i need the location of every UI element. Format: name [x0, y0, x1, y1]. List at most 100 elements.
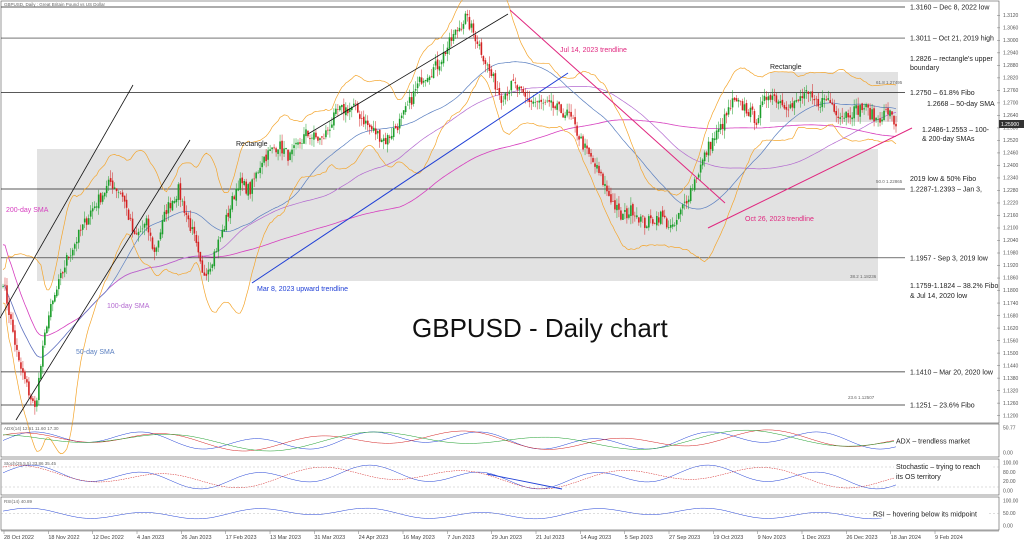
candle-body: [376, 131, 379, 134]
candle-body: [562, 113, 564, 118]
fibo-tag-382: 38.2 1.18236: [850, 274, 877, 279]
candle-body: [460, 28, 463, 30]
candle-body: [394, 125, 397, 129]
candle-body: [103, 192, 106, 197]
candle-body: [642, 215, 644, 217]
candle-body: [669, 224, 672, 228]
candle-body: [259, 167, 261, 173]
candle-body: [721, 123, 724, 129]
candle-body: [446, 47, 449, 54]
level-label: 1.3160 – Dec 8, 2022 low: [910, 5, 990, 12]
candle-body: [189, 218, 192, 231]
candle-body: [801, 96, 804, 99]
candle-body: [815, 98, 818, 100]
candle-body: [536, 101, 539, 103]
candle-body: [247, 184, 249, 196]
candle-body: [775, 95, 778, 103]
candle-body: [847, 113, 849, 118]
candle-body: [295, 142, 297, 145]
candle-body: [522, 89, 525, 93]
candle-body: [687, 199, 690, 203]
candle-body: [534, 102, 537, 103]
candle-body: [313, 132, 315, 140]
candle-body: [34, 400, 36, 407]
price-tick-label: 1.1440: [1003, 363, 1019, 369]
candle-body: [293, 145, 295, 149]
candle-body: [875, 117, 877, 121]
candle-body: [157, 240, 160, 248]
candle-body: [594, 163, 596, 167]
candle-body: [231, 195, 234, 210]
label-jul-14-trendline: Jul 14, 2023 trendline: [560, 47, 627, 54]
x-tick-label: 16 May 2023: [403, 535, 435, 541]
candle-body: [568, 111, 570, 113]
candle-body: [339, 106, 341, 111]
candle-body: [895, 123, 897, 127]
candle-body: [32, 398, 34, 402]
candle-body: [514, 82, 517, 84]
candle-body: [769, 95, 772, 100]
level-label: 1.1410 – Mar 20, 2020 low: [910, 369, 994, 376]
candle-body: [199, 251, 202, 262]
label-fib382-2: & Jul 14, 2020 low: [910, 293, 968, 300]
candle-body: [652, 219, 654, 224]
candle-body: [54, 294, 56, 302]
candle-body: [364, 120, 367, 124]
candle-body: [271, 147, 273, 150]
candle-body: [530, 100, 533, 102]
candle-body: [374, 128, 377, 135]
candle-body: [757, 118, 760, 123]
candle-body: [12, 319, 14, 332]
candle-body: [257, 172, 259, 174]
candle-body: [99, 193, 102, 203]
candle-body: [831, 102, 834, 105]
trendline-jul-14-2023: [509, 9, 726, 204]
candle-body: [602, 173, 604, 185]
candle-body: [691, 188, 694, 189]
candle-body: [853, 106, 855, 119]
candle-body: [659, 211, 662, 224]
candle-body: [319, 138, 321, 141]
candle-body: [93, 206, 96, 208]
candle-body: [269, 149, 271, 151]
candle-body: [711, 138, 714, 151]
candle-body: [502, 100, 505, 102]
fibo-tag-50: 50.0 1.22865: [876, 179, 903, 184]
indicator-label: Stochastic – trying to reach: [896, 464, 981, 471]
candle-body: [380, 139, 383, 143]
candle-body: [781, 99, 784, 106]
candle-body: [101, 195, 104, 202]
trendline-mar-8-2023: [251, 72, 569, 284]
price-tick-label: 1.2400: [1003, 163, 1019, 169]
sma-50-line: [2, 61, 897, 358]
candle-body: [496, 89, 499, 90]
x-tick-label: 1 Dec 2023: [802, 535, 830, 541]
indicator-header: RSI(14) 40.89: [4, 499, 33, 504]
price-tick-label: 1.1920: [1003, 263, 1019, 269]
candle-body: [675, 219, 678, 225]
candle-body: [735, 98, 738, 102]
candle-body: [703, 152, 706, 162]
candle-body: [572, 117, 574, 119]
candle-body: [97, 194, 100, 209]
candle-body: [705, 152, 708, 155]
price-tick-label: 1.1860: [1003, 276, 1019, 282]
candle-body: [50, 304, 52, 318]
candle-body: [879, 118, 881, 123]
price-tick-label: 1.2040: [1003, 238, 1019, 244]
candle-body: [857, 105, 859, 115]
price-tick-label: 1.3000: [1003, 38, 1019, 44]
x-tick-label: 26 Jan 2023: [181, 535, 211, 541]
candle-body: [402, 110, 405, 115]
candle-body: [564, 115, 566, 118]
indicator-tick: 0.00: [1003, 489, 1013, 495]
candle-body: [211, 264, 214, 268]
stochastic-divergence-line: [486, 473, 563, 490]
candle-body: [426, 78, 429, 82]
price-tick-label: 1.2520: [1003, 138, 1019, 144]
candle-body: [819, 106, 822, 108]
candle-body: [30, 395, 32, 400]
price-tick-label: 1.1500: [1003, 351, 1019, 357]
x-tick-label: 4 Jan 2023: [137, 535, 164, 541]
candle-body: [709, 141, 712, 150]
